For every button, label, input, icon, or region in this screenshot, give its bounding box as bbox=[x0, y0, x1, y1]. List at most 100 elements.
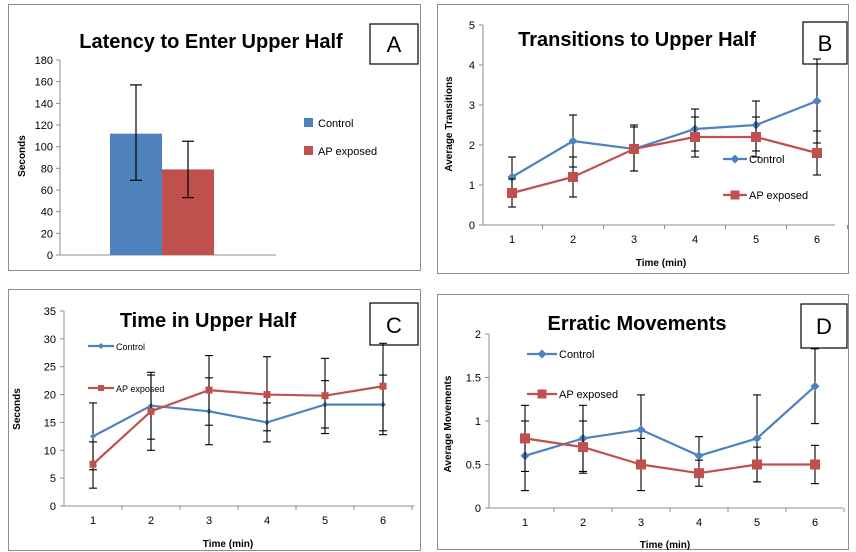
x-tick-label: 2 bbox=[580, 517, 586, 529]
y-tick-label: 0 bbox=[475, 503, 481, 515]
legend-marker bbox=[98, 385, 104, 391]
legend: Control AP exposed bbox=[304, 118, 377, 158]
series-line-ap-exposed bbox=[524, 437, 815, 475]
y-tick-label: 140 bbox=[35, 98, 53, 110]
panel-c-frame bbox=[8, 289, 421, 551]
chart-title: Transitions to Upper Half bbox=[518, 29, 756, 51]
panel-letter-box bbox=[369, 302, 419, 346]
point-ap-exposed bbox=[147, 407, 155, 415]
point-ap-exposed bbox=[321, 392, 329, 400]
series-line-control bbox=[524, 385, 816, 457]
panel-a-frame bbox=[8, 4, 421, 271]
point-control bbox=[752, 433, 762, 443]
legend-marker bbox=[730, 190, 740, 200]
point-ap-exposed bbox=[520, 433, 530, 444]
point-control bbox=[90, 433, 96, 440]
y-tick-label: 5 bbox=[469, 20, 475, 32]
panel-letter: B bbox=[818, 31, 833, 56]
y-tick-label: 160 bbox=[35, 77, 53, 89]
series-line-ap-exposed bbox=[92, 385, 384, 466]
point-ap-exposed bbox=[812, 148, 822, 158]
chart-title: Erratic Movements bbox=[548, 313, 727, 335]
y-axis-label: Seconds bbox=[17, 135, 28, 177]
panel-a-latency-chart: Latency to Enter Upper Half A 0 20 40 60 80 1… bbox=[8, 4, 421, 271]
x-tick-label: 6 bbox=[812, 517, 818, 529]
y-tick-label: 0 bbox=[469, 220, 475, 232]
plot-area: 0 5 10 15 20 25 30 35 1 2 3 4 5 6 bbox=[44, 306, 414, 527]
y-tick-label: 15 bbox=[44, 417, 56, 429]
panel-letter-box bbox=[800, 303, 848, 349]
panel-letter-box bbox=[802, 21, 848, 65]
point-control bbox=[636, 425, 646, 435]
y-tick-label: 0 bbox=[47, 250, 53, 262]
chart-title: Latency to Enter Upper Half bbox=[79, 31, 343, 53]
point-ap-exposed bbox=[752, 459, 762, 470]
x-tick-label: 1 bbox=[522, 517, 528, 529]
series-line-ap-exposed bbox=[511, 135, 818, 195]
legend-label: Control bbox=[116, 342, 145, 352]
panel-letter: D bbox=[816, 314, 832, 339]
panel-d-erratic-chart: Erratic Movements D 0 0.5 1 1.5 2 1 2 3 4 5 6 Aver… bbox=[437, 294, 849, 551]
y-tick-label: 3 bbox=[469, 100, 475, 112]
point-ap-exposed bbox=[89, 460, 97, 468]
point-ap-exposed bbox=[690, 132, 700, 142]
legend-label: AP exposed bbox=[559, 389, 618, 401]
series-line-control bbox=[92, 403, 383, 438]
x-tick-label: 6 bbox=[380, 515, 386, 527]
legend: Control AP exposed bbox=[723, 154, 808, 202]
legend-label: Control bbox=[318, 118, 353, 130]
plot-area: 0 0.5 1 1.5 2 1 2 3 4 5 6 bbox=[466, 329, 845, 529]
point-ap-exposed bbox=[507, 188, 517, 198]
x-tick-label: 4 bbox=[264, 515, 270, 527]
legend-label: AP exposed bbox=[116, 384, 164, 394]
legend-marker bbox=[537, 349, 547, 359]
legend-label: AP exposed bbox=[749, 190, 808, 202]
legend-label: Control bbox=[559, 349, 594, 361]
y-tick-label: 100 bbox=[35, 142, 53, 154]
plot-area: 0 20 40 60 80 100 120 140 160 180 bbox=[35, 55, 276, 262]
x-tick-label: 2 bbox=[570, 234, 576, 246]
legend-marker bbox=[537, 389, 547, 399]
y-tick-label: 20 bbox=[41, 228, 53, 240]
panel-b-frame bbox=[437, 4, 849, 274]
point-control bbox=[810, 381, 820, 391]
panel-c-time-chart: Time in Upper Half C 0 5 10 15 20 25 30 35 1 2 3 4 5… bbox=[8, 289, 421, 551]
x-tick-label: 5 bbox=[753, 234, 759, 246]
x-tick-label: 3 bbox=[631, 234, 637, 246]
x-tick-label: 6 bbox=[814, 234, 820, 246]
point-ap-exposed bbox=[379, 382, 387, 390]
legend-swatch bbox=[304, 118, 313, 127]
y-tick-label: 10 bbox=[44, 445, 56, 457]
point-control bbox=[568, 136, 578, 146]
x-tick-label: 4 bbox=[692, 234, 698, 246]
y-axis-label: Average Movements bbox=[443, 375, 454, 472]
panel-letter: C bbox=[386, 313, 402, 338]
y-tick-label: 80 bbox=[41, 163, 53, 175]
y-tick-label: 60 bbox=[41, 185, 53, 197]
point-control bbox=[812, 96, 822, 106]
legend-label: AP exposed bbox=[318, 146, 377, 158]
point-ap-exposed bbox=[810, 459, 820, 470]
panel-b-transitions-chart: Transitions to Upper Half B 0 1 2 3 4 5 1 2 3 4 5 6… bbox=[437, 4, 849, 274]
y-tick-label: 180 bbox=[35, 55, 53, 67]
x-tick-label: 5 bbox=[322, 515, 328, 527]
y-tick-label: 0.5 bbox=[466, 460, 481, 472]
point-ap-exposed bbox=[694, 468, 704, 479]
x-axis-label: Time (min) bbox=[640, 540, 690, 551]
x-tick-label: 1 bbox=[509, 234, 515, 246]
point-control bbox=[694, 451, 704, 461]
point-ap-exposed bbox=[636, 459, 646, 470]
y-tick-label: 1.5 bbox=[466, 373, 481, 385]
series-line-control bbox=[511, 99, 818, 178]
y-tick-label: 35 bbox=[44, 306, 56, 318]
chart-title: Time in Upper Half bbox=[120, 310, 297, 332]
y-tick-label: 2 bbox=[469, 140, 475, 152]
y-tick-label: 20 bbox=[44, 390, 56, 402]
y-tick-label: 25 bbox=[44, 362, 56, 374]
y-tick-label: 30 bbox=[44, 334, 56, 346]
x-tick-label: 3 bbox=[638, 517, 644, 529]
point-ap-exposed bbox=[751, 132, 761, 142]
x-tick-label: 4 bbox=[696, 517, 702, 529]
x-tick-label: 1 bbox=[90, 515, 96, 527]
y-tick-label: 5 bbox=[50, 473, 56, 485]
